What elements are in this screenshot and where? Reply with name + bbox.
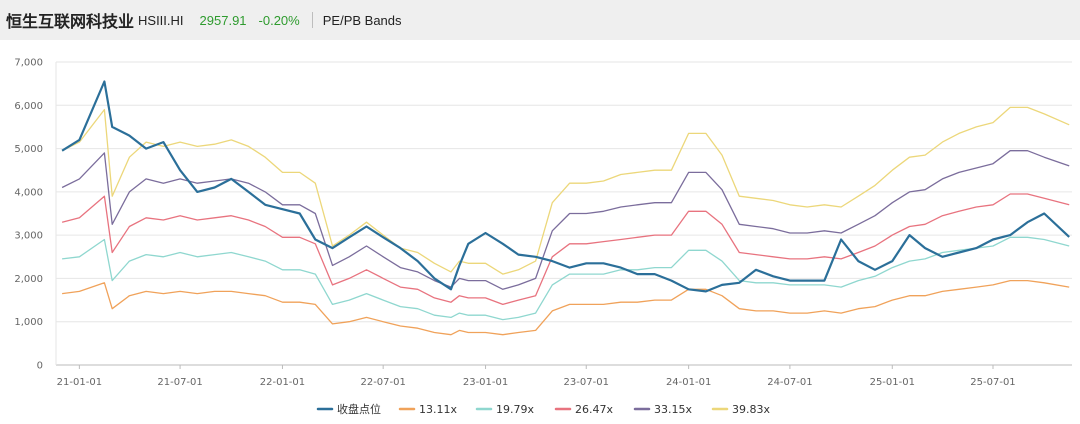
x-tick-label: 21-01-01 — [57, 377, 102, 388]
legend-item-3[interactable]: 26.47x — [554, 403, 613, 416]
legend-label: 19.79x — [496, 403, 534, 416]
x-axis: 21-01-01 21-07-01 22-01-01 22-07-01 23-01-01… — [57, 365, 1016, 388]
y-tick-label: 5,000 — [14, 144, 43, 155]
series-line-3 — [61, 193, 1070, 306]
legend-item-5[interactable]: 39.83x — [711, 403, 770, 416]
y-tick-label: 1,000 — [14, 317, 43, 328]
legend-item-4[interactable]: 33.15x — [633, 403, 692, 416]
legend-label: 13.11x — [419, 403, 457, 416]
series-line-2 — [62, 236, 1070, 321]
index-change: -0.20% — [258, 12, 300, 28]
chart-header: 恒生互联网科技业 HSIII.HI 2957.91 -0.20% PE/PB B… — [0, 0, 1080, 40]
legend-label: 26.47x — [575, 403, 613, 416]
y-tick-label: 4,000 — [14, 187, 43, 198]
legend-label: 收盘点位 — [337, 402, 381, 416]
index-name: 恒生互联网科技业 — [6, 12, 135, 31]
y-tick-label: 2,000 — [14, 274, 43, 285]
y-axis: 0 1,000 2,000 3,000 4,000 5,000 6,000 7,000 — [14, 58, 43, 372]
grid — [55, 61, 1072, 366]
pe-pb-band-chart: 0 1,000 2,000 3,000 4,000 5,000 6,000 7,000 21-… — [14, 58, 1072, 416]
y-tick-label: 7,000 — [14, 58, 43, 69]
y-tick-label: 3,000 — [14, 231, 43, 242]
x-tick-label: 25-01-01 — [870, 377, 915, 388]
legend[interactable]: 收盘点位 13.11x 19.79x 26.47x 33.15x 39.83x — [316, 402, 770, 416]
x-tick-label: 21-07-01 — [157, 377, 202, 388]
legend-item-0[interactable]: 收盘点位 — [316, 402, 381, 416]
series-line-4 — [61, 150, 1070, 290]
x-tick-label: 22-01-01 — [260, 377, 305, 388]
series-line-0 — [61, 80, 1070, 293]
index-price: 2957.91 — [199, 12, 247, 28]
x-tick-label: 23-07-01 — [564, 377, 609, 388]
y-tick-label: 6,000 — [14, 101, 43, 112]
legend-item-2[interactable]: 19.79x — [475, 403, 534, 416]
legend-item-1[interactable]: 13.11x — [398, 403, 457, 416]
series-line-1 — [62, 279, 1070, 336]
x-tick-label: 23-01-01 — [463, 377, 508, 388]
index-code: HSIII.HI — [138, 12, 184, 28]
y-tick-label: 0 — [37, 361, 43, 372]
bands-label[interactable]: PE/PB Bands — [322, 12, 402, 28]
legend-label: 39.83x — [732, 403, 770, 416]
x-tick-label: 24-01-01 — [666, 377, 711, 388]
x-tick-label: 25-07-01 — [970, 377, 1015, 388]
x-tick-label: 24-07-01 — [767, 377, 812, 388]
x-tick-label: 22-07-01 — [360, 377, 405, 388]
legend-label: 33.15x — [654, 403, 692, 416]
header-divider — [311, 12, 313, 28]
series-line-5 — [61, 106, 1070, 275]
series-lines — [61, 80, 1070, 336]
